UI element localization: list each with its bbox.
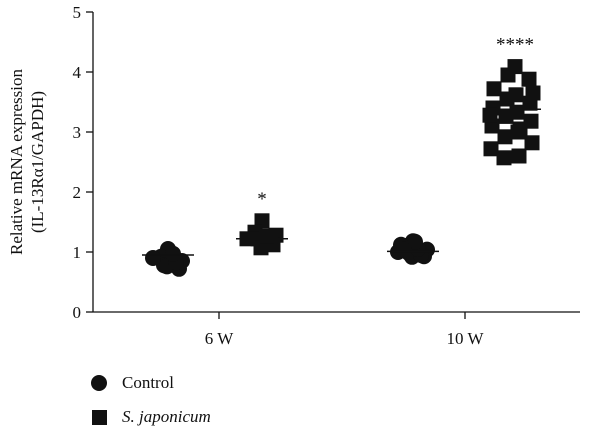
point-2-11: [396, 241, 412, 258]
point-3-1: [500, 67, 516, 83]
x-axis: 6 W 10 W: [93, 311, 580, 348]
y-axis-title-line2: (IL-13Rα1/GAPDH): [28, 91, 47, 233]
x-tick-label-0: 6 W: [205, 329, 234, 348]
point-3-9: [498, 108, 514, 124]
y-tick-label-1: 1: [73, 243, 82, 262]
y-axis: 0 1 2 3 4 5: [73, 3, 94, 322]
legend-item-s-japonicum: S. japonicum: [88, 400, 211, 434]
y-tick-label-0: 0: [73, 303, 82, 322]
point-3-14: [524, 135, 540, 151]
y-tick-label-4: 4: [73, 63, 82, 82]
y-tick-label-3: 3: [73, 123, 82, 142]
circle-marker-icon: [88, 375, 110, 391]
significance-label-3: ****: [496, 35, 534, 56]
point-1-0: [254, 213, 270, 229]
point-3-19: [482, 107, 498, 123]
legend-label-s-japonicum: S. japonicum: [122, 407, 211, 426]
point-3-17: [496, 150, 512, 166]
point-1-8: [259, 228, 275, 244]
point-3-16: [511, 148, 527, 164]
x-tick-label-1: 10 W: [447, 329, 485, 348]
legend-label-control: Control: [122, 373, 174, 392]
y-tick-label-2: 2: [73, 183, 82, 202]
point-3-3: [486, 81, 502, 97]
point-0-8: [165, 245, 181, 262]
point-3-2: [521, 71, 537, 87]
point-3-5: [499, 91, 515, 107]
legend-item-control: Control: [88, 366, 211, 400]
point-0-7: [145, 250, 161, 266]
square-marker-icon: [88, 409, 110, 425]
significance-label-1: *: [257, 189, 267, 210]
point-3-13: [497, 129, 513, 145]
y-axis-title-line1: Relative mRNA expression: [7, 68, 26, 255]
point-3-15: [483, 141, 499, 157]
point-3-18: [525, 85, 541, 101]
data-points: *****: [142, 35, 541, 277]
legend: Control S. japonicum: [88, 366, 211, 434]
y-tick-label-5: 5: [73, 3, 82, 22]
point-3-20: [512, 121, 528, 137]
